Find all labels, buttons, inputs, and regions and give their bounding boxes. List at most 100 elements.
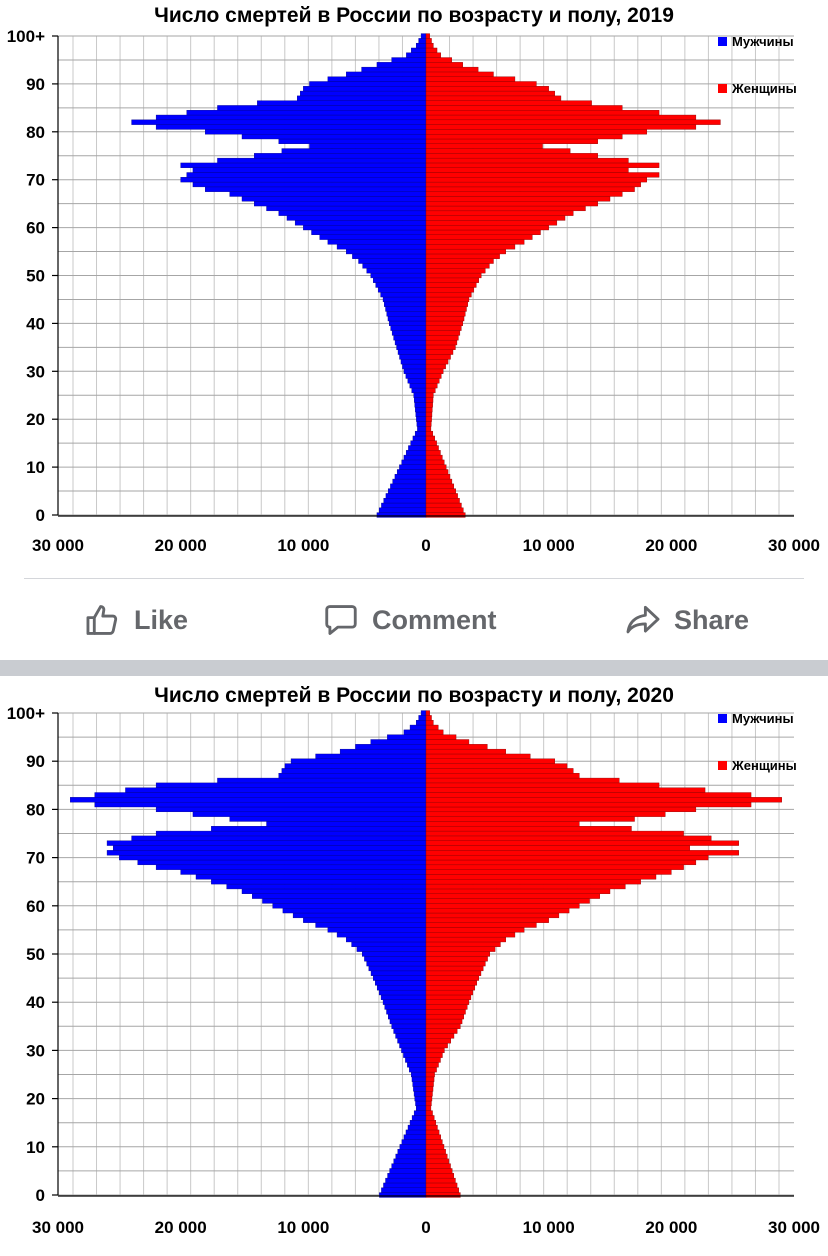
- female-bar: [425, 272, 482, 279]
- female-bar: [425, 397, 434, 403]
- female-bar: [425, 1004, 468, 1010]
- female-bar: [425, 782, 660, 788]
- male-bar: [358, 258, 427, 264]
- female-bar: [425, 191, 623, 197]
- male-bar: [411, 1071, 427, 1078]
- male-bar: [407, 1062, 427, 1068]
- female-bar: [425, 893, 600, 899]
- female-bar: [425, 502, 462, 509]
- female-bar: [425, 1115, 435, 1121]
- female-bar: [425, 927, 525, 933]
- female-bar: [425, 201, 598, 207]
- female-bar: [425, 373, 442, 379]
- female-bar: [425, 879, 641, 885]
- female-bar: [425, 1139, 443, 1145]
- male-bar: [413, 1086, 427, 1092]
- male-bar: [415, 720, 427, 726]
- female-bar: [425, 965, 484, 972]
- female-bar: [425, 387, 436, 394]
- male-bar: [370, 970, 427, 976]
- female-bar: [425, 368, 444, 374]
- female-bar: [425, 42, 434, 49]
- male-bar: [346, 248, 427, 255]
- male-bar: [370, 739, 427, 745]
- male-bar: [408, 445, 427, 451]
- female-bar: [425, 33, 430, 39]
- female-bar: [425, 263, 490, 269]
- male-bar: [390, 325, 427, 331]
- male-bar: [180, 177, 427, 183]
- male-bar: [393, 1028, 427, 1034]
- female-bar: [425, 86, 549, 92]
- share-button[interactable]: Share: [624, 602, 749, 638]
- female-bar: [425, 454, 443, 461]
- male-bar: [155, 114, 427, 121]
- male-bar: [403, 1052, 427, 1058]
- male-bar: [241, 888, 427, 894]
- female-bar: [425, 512, 466, 518]
- comment-label: Comment: [372, 604, 497, 635]
- female-bar: [425, 840, 739, 846]
- male-bar: [380, 994, 427, 1000]
- female-bar: [425, 898, 590, 904]
- male-bar: [131, 119, 427, 125]
- male-bar: [400, 359, 427, 365]
- female-bar: [425, 311, 466, 317]
- x-tick-label: 20 000: [645, 1218, 697, 1237]
- female-bar: [425, 1009, 466, 1015]
- male-bar: [413, 1110, 427, 1116]
- y-tick-label: 70: [26, 849, 45, 868]
- female-bar: [425, 474, 451, 480]
- male-bar: [266, 821, 427, 827]
- male-bar: [373, 277, 427, 283]
- male-bar: [292, 912, 427, 919]
- female-bar: [425, 1100, 432, 1107]
- female-bar: [425, 1067, 437, 1073]
- like-label: Like: [134, 604, 189, 635]
- female-bar: [425, 1033, 455, 1039]
- female-bar: [425, 850, 739, 856]
- male-bar: [204, 129, 427, 135]
- x-tick-label: 10 000: [277, 1218, 329, 1237]
- like-button[interactable]: Like: [84, 602, 188, 638]
- male-bar: [229, 191, 427, 197]
- female-bar: [425, 402, 433, 408]
- male-bar: [415, 1105, 427, 1111]
- y-tick-label: 40: [26, 993, 45, 1012]
- x-tick-label: 20 000: [155, 1218, 207, 1237]
- share-arrow-icon: [624, 601, 662, 639]
- female-bar: [425, 806, 697, 813]
- female-bar: [425, 826, 632, 832]
- female-bar: [425, 325, 462, 331]
- male-bar: [379, 1192, 427, 1198]
- female-bar: [425, 758, 556, 764]
- male-bar: [155, 830, 427, 837]
- male-bar: [303, 86, 427, 92]
- male-bar: [392, 478, 427, 485]
- male-bar: [415, 407, 427, 413]
- female-bar: [425, 229, 541, 235]
- male-bar: [417, 426, 427, 432]
- male-bar: [411, 1115, 427, 1121]
- male-bar: [297, 95, 427, 101]
- female-bar: [425, 753, 531, 759]
- female-bar: [425, 1129, 440, 1135]
- male-bar: [414, 402, 427, 408]
- male-bar: [391, 1023, 427, 1029]
- male-bar: [414, 1095, 427, 1102]
- legend-label-female: Женщины: [731, 81, 797, 96]
- female-bar: [425, 407, 433, 413]
- female-bar: [425, 335, 459, 341]
- male-bar: [355, 744, 427, 750]
- male-bar: [387, 316, 427, 322]
- comment-button[interactable]: Comment: [322, 602, 497, 638]
- female-bar: [425, 215, 566, 221]
- male-bar: [386, 1009, 427, 1015]
- female-bar: [425, 157, 629, 164]
- x-tick-label: 10 000: [523, 1218, 575, 1237]
- female-bar: [425, 912, 560, 919]
- male-bar: [415, 1100, 427, 1107]
- female-bar: [425, 282, 477, 288]
- male-bar: [385, 306, 427, 312]
- y-tick-label: 20: [26, 1090, 45, 1109]
